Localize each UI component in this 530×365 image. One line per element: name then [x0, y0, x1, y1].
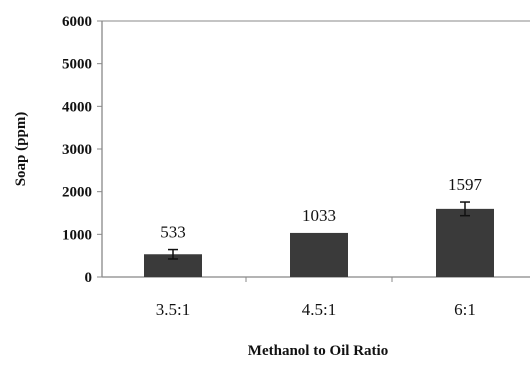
- y-tick-label: 6000: [62, 14, 92, 30]
- x-tick-label: 4.5:1: [302, 300, 336, 319]
- bar: [436, 208, 494, 277]
- x-axis-title: Methanol to Oil Ratio: [248, 343, 388, 359]
- y-axis-title: Soap (ppm): [13, 112, 29, 187]
- x-ticks: 3.5:1 4.5:1 6:1: [156, 277, 476, 319]
- y-tick-label: 3000: [62, 142, 92, 158]
- y-tick-label: 1000: [62, 227, 92, 243]
- data-label: 533: [160, 223, 186, 242]
- y-tick-label: 4000: [62, 99, 92, 115]
- data-label: 1033: [302, 206, 336, 225]
- x-tick-label: 6:1: [454, 300, 476, 319]
- error-bars: [168, 201, 470, 260]
- data-label: 1597: [448, 175, 483, 194]
- bar: [144, 254, 202, 277]
- bar: [290, 232, 348, 277]
- y-tick-label: 2000: [62, 185, 92, 201]
- y-tick-label: 5000: [62, 57, 92, 73]
- data-labels: 533 1033 1597: [160, 175, 482, 242]
- bars: [144, 208, 494, 277]
- y-ticks: 0 1000 2000 3000 4000 5000 6000: [62, 14, 102, 286]
- x-tick-label: 3.5:1: [156, 300, 190, 319]
- y-tick-label: 0: [85, 270, 93, 286]
